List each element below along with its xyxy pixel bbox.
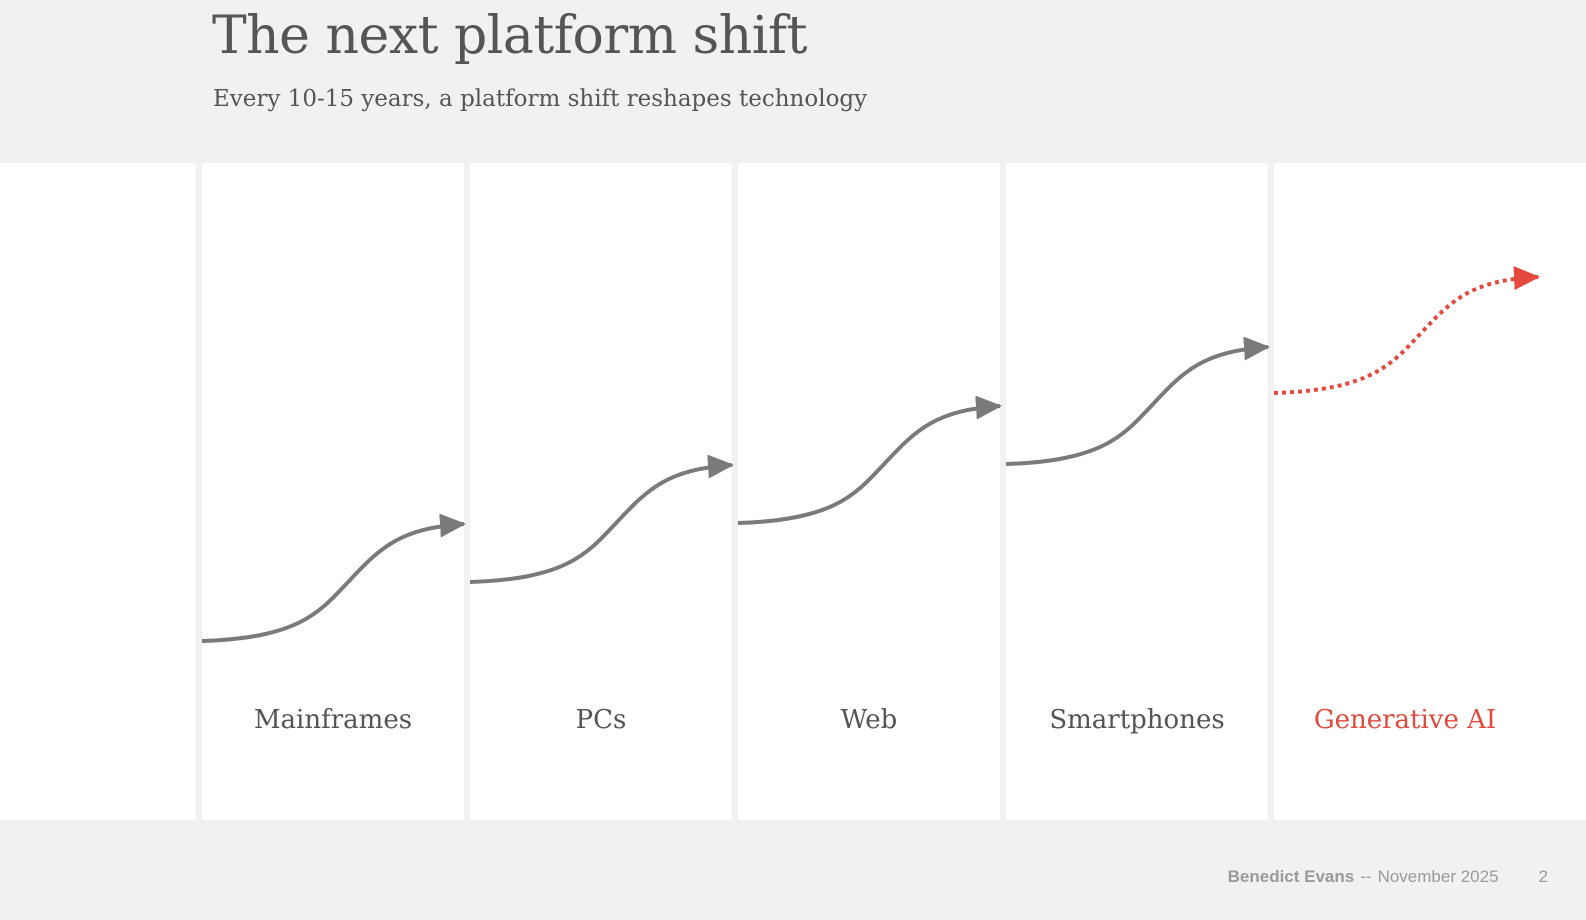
era-label-web: Web xyxy=(840,705,898,735)
eras-panel xyxy=(0,163,1586,820)
web-curve xyxy=(737,395,1002,525)
generative-ai-curve xyxy=(1273,266,1540,395)
mainframes-curve xyxy=(201,513,466,643)
column-divider xyxy=(1268,163,1274,820)
column-divider xyxy=(196,163,202,820)
era-label-mainframes: Mainframes xyxy=(253,705,413,735)
page-number: 2 xyxy=(1538,867,1548,886)
footer-author: Benedict Evans xyxy=(1227,867,1355,886)
column-divider xyxy=(1000,163,1006,820)
footer-date: November 2025 xyxy=(1377,867,1499,886)
slide-footer: Benedict Evans -- November 2025 2 xyxy=(1228,867,1548,887)
era-label-smartphones: Smartphones xyxy=(1049,705,1225,735)
era-label-generative-ai: Generative AI xyxy=(1313,705,1497,735)
column-divider xyxy=(464,163,470,820)
smartphones-curve xyxy=(1005,336,1270,466)
footer-separator: -- xyxy=(1360,867,1372,886)
column-divider xyxy=(732,163,738,820)
slide-title: The next platform shift xyxy=(212,6,808,66)
era-label-pcs: PCs xyxy=(575,705,627,735)
slide-subtitle: Every 10-15 years, a platform shift resh… xyxy=(213,86,868,112)
pcs-curve xyxy=(469,454,734,584)
